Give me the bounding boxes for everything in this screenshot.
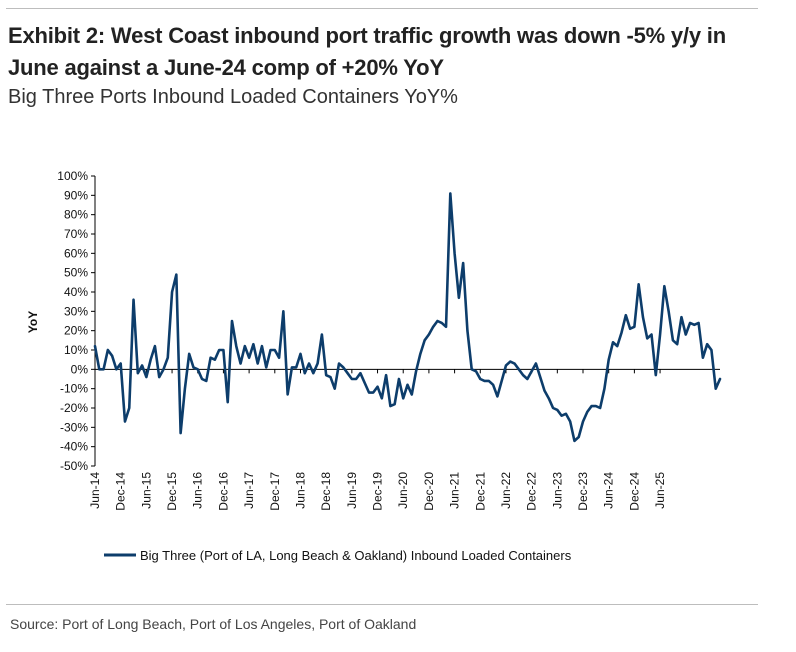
x-tick-label: Dec-19 <box>371 472 385 511</box>
y-tick-label: 50% <box>64 266 88 280</box>
x-tick-label: Dec-17 <box>268 472 282 511</box>
x-tick-label: Jun-22 <box>499 472 513 509</box>
y-axis-label: YoY <box>26 311 40 333</box>
source-note: Source: Port of Long Beach, Port of Los … <box>10 616 417 632</box>
x-tick-label: Dec-20 <box>422 472 436 511</box>
x-tick-label: Dec-24 <box>627 472 641 511</box>
y-tick-label: 0% <box>71 362 89 376</box>
x-tick-label: Jun-16 <box>191 472 205 509</box>
y-tick-label: 70% <box>64 227 88 241</box>
y-tick-label: 30% <box>64 304 88 318</box>
x-tick-label: Dec-21 <box>473 472 487 511</box>
y-tick-label: -30% <box>60 420 88 434</box>
y-tick-label: -40% <box>60 440 88 454</box>
legend-label: Big Three (Port of LA, Long Beach & Oakl… <box>140 548 572 563</box>
y-tick-label: 10% <box>64 343 88 357</box>
legend: Big Three (Port of LA, Long Beach & Oakl… <box>104 548 572 563</box>
x-tick-label: Jun-23 <box>550 472 564 509</box>
x-tick-label: Dec-18 <box>319 472 333 511</box>
x-tick-label: Jun-14 <box>88 472 102 509</box>
x-tick-label: Dec-16 <box>216 472 230 511</box>
line-chart: -50% -40% -30% -20% -10% 0% 10% 20% 30% 40% 50% 60%… <box>26 169 722 563</box>
x-tick-label: Dec-15 <box>165 472 179 511</box>
x-tick-label: Jun-24 <box>602 472 616 509</box>
axes <box>94 176 720 466</box>
y-tick-label: -20% <box>60 401 88 415</box>
y-axis-ticks: -50% -40% -30% -20% -10% 0% 10% 20% 30% 40% 50% 60%… <box>57 169 95 473</box>
series-line-big-three <box>93 192 722 443</box>
x-tick-label: Dec-23 <box>576 472 590 511</box>
x-tick-label: Jun-25 <box>653 472 667 509</box>
chart-subtitle: Big Three Ports Inbound Loaded Container… <box>8 86 458 108</box>
y-tick-label: -10% <box>60 382 88 396</box>
x-tick-label: Dec-14 <box>114 472 128 511</box>
x-tick-label: Jun-20 <box>396 472 410 509</box>
x-tick-label: Jun-17 <box>242 472 256 509</box>
y-tick-label: 90% <box>64 188 88 202</box>
top-rule <box>6 8 758 9</box>
x-tick-label: Jun-18 <box>293 472 307 509</box>
x-tick-label: Jun-19 <box>345 472 359 509</box>
series-group <box>93 192 722 443</box>
y-tick-label: 100% <box>57 169 88 183</box>
y-tick-label: 60% <box>64 246 88 260</box>
x-axis-ticks: Jun-14 Dec-14 Jun-15 Dec-15 Jun-16 Dec-16 Jun-… <box>88 369 667 511</box>
x-tick-label: Dec-22 <box>525 472 539 511</box>
y-tick-label: -50% <box>60 459 88 473</box>
y-tick-label: 20% <box>64 324 88 338</box>
x-tick-label: Jun-21 <box>448 472 462 509</box>
y-tick-label: 40% <box>64 285 88 299</box>
chart-title: Exhibit 2: West Coast inbound port traff… <box>8 23 726 80</box>
y-tick-label: 80% <box>64 208 88 222</box>
x-tick-label: Jun-15 <box>139 472 153 509</box>
bottom-rule <box>6 604 758 605</box>
